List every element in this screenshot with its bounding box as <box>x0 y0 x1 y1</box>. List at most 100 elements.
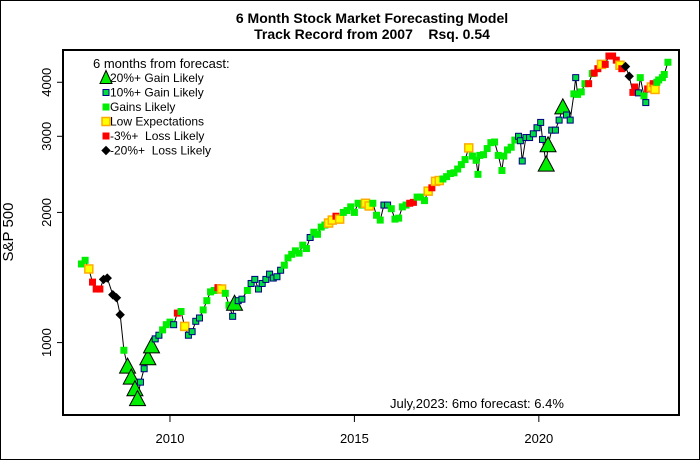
y-axis-label: S&P 500 <box>0 203 17 262</box>
data-point <box>266 270 274 278</box>
data-point <box>238 295 246 303</box>
y-tick-label: 4000 <box>39 68 54 97</box>
chart-title: 6 Month Stock Market Forecasting Model <box>236 10 508 26</box>
data-point <box>115 310 125 320</box>
data-point <box>262 275 270 283</box>
legend-label-g20: 20%+ Gain Likely <box>110 71 204 85</box>
data-point <box>555 116 563 124</box>
data-point <box>480 151 488 159</box>
data-point <box>280 261 288 269</box>
data-point <box>457 161 465 169</box>
data-point <box>139 348 157 366</box>
data-point <box>221 289 229 297</box>
data-point <box>111 292 122 303</box>
data-point <box>229 312 237 320</box>
data-point <box>468 152 476 160</box>
legend: 6 months from forecast:20%+ Gain Likely1… <box>93 56 230 158</box>
data-point <box>642 99 650 107</box>
data-point <box>179 321 190 332</box>
legend-label-g10: 10%+ Gain Likely <box>110 86 204 100</box>
legend-marker-low <box>101 116 111 127</box>
data-point <box>483 145 491 153</box>
y-tick-label: 1000 <box>39 328 54 357</box>
legend-title: 6 months from forecast: <box>93 56 230 71</box>
data-point <box>302 245 310 253</box>
legend-marker-g <box>102 103 110 111</box>
legend-label-g: Gains Likely <box>110 100 175 114</box>
forecast-annotation: July,2023: 6mo forecast: 6.4% <box>390 396 564 411</box>
data-point <box>572 74 580 82</box>
data-point <box>562 111 570 119</box>
data-point <box>254 285 262 293</box>
data-point <box>347 203 355 211</box>
data-point <box>195 314 203 322</box>
data-point <box>343 207 351 215</box>
data-point <box>128 389 147 407</box>
data-point <box>585 80 593 88</box>
data-point <box>284 254 292 262</box>
data-point <box>155 331 163 339</box>
data-point <box>539 135 547 143</box>
y-axis: 1000 2000 3000 4000 <box>39 68 63 357</box>
x-tick-label: 2020 <box>524 431 553 446</box>
data-point <box>199 306 207 314</box>
data-point <box>454 165 462 173</box>
data-point <box>463 143 474 153</box>
data-point <box>295 249 303 257</box>
data-point <box>624 71 634 81</box>
data-point <box>177 308 185 316</box>
data-point <box>553 97 572 115</box>
data-point <box>159 326 167 334</box>
data-point <box>373 211 381 219</box>
data-point <box>507 143 515 151</box>
data-point <box>450 169 458 177</box>
x-tick-label: 2010 <box>156 431 185 446</box>
data-point <box>216 284 227 294</box>
data-point <box>498 167 506 175</box>
data-point <box>203 297 211 305</box>
data-point <box>620 61 631 72</box>
data-point <box>650 84 660 95</box>
plot-area <box>62 49 680 416</box>
data-point <box>664 58 672 66</box>
data-point <box>376 216 384 224</box>
data-point <box>89 278 97 286</box>
data-point <box>120 346 128 354</box>
legend-marker-l3 <box>102 132 110 140</box>
data-point <box>314 230 322 238</box>
data-point <box>151 335 159 343</box>
data-point <box>247 279 255 287</box>
data-point <box>500 152 508 160</box>
data-point <box>350 208 358 216</box>
data-point <box>81 256 89 264</box>
data-point <box>636 74 644 82</box>
data-point <box>409 198 417 206</box>
data-point <box>395 214 403 222</box>
data-point <box>601 60 609 68</box>
data-point <box>334 214 345 224</box>
data-point <box>472 156 480 164</box>
data-point <box>142 336 161 354</box>
data-point <box>491 138 499 146</box>
data-point <box>566 116 574 124</box>
data-point <box>258 279 266 287</box>
data-point <box>306 233 314 241</box>
legend-label-l3: -3%+ Loss Likely <box>110 129 204 143</box>
data-point <box>184 331 192 339</box>
legend-label-l20: -20%+ Loss Likely <box>110 144 211 158</box>
y-tick-label: 3000 <box>39 122 54 151</box>
data-point <box>551 126 559 134</box>
data-point <box>631 83 639 91</box>
data-point <box>529 130 537 138</box>
data-point <box>243 286 251 294</box>
y-tick-label: 2000 <box>39 198 54 227</box>
data-point <box>369 199 377 207</box>
data-point <box>533 124 541 132</box>
data-point <box>77 260 85 268</box>
data-point <box>660 70 668 78</box>
data-point <box>537 155 556 172</box>
chart-subtitle: Track Record from 2007 Rsq. 0.54 <box>254 26 490 42</box>
data-point <box>526 134 534 142</box>
x-tick-label: 2015 <box>340 431 369 446</box>
